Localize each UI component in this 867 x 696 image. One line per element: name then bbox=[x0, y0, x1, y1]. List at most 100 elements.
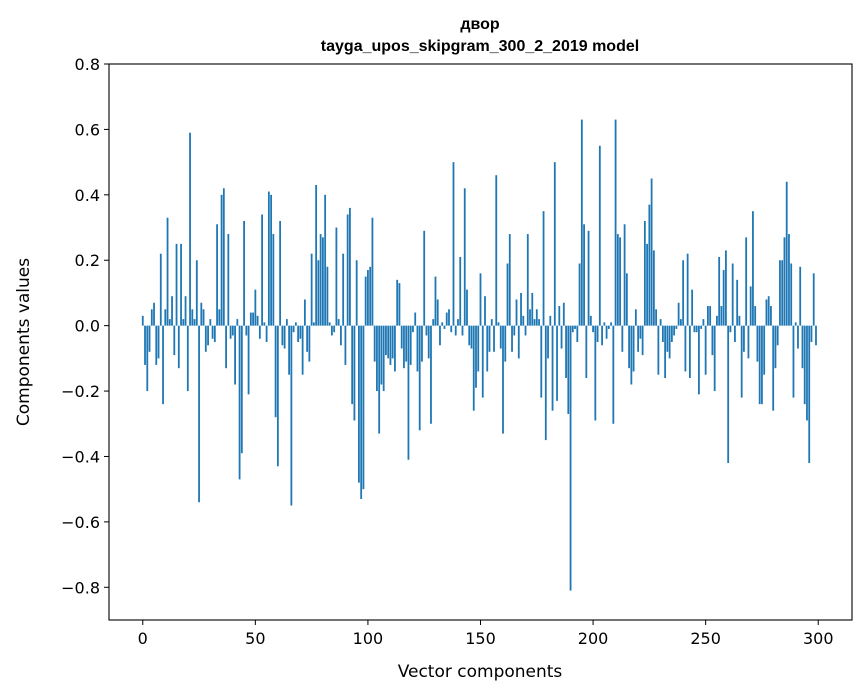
bar bbox=[421, 325, 423, 362]
bar bbox=[270, 194, 273, 326]
bar bbox=[707, 306, 709, 326]
bar bbox=[398, 283, 401, 326]
y-tick-label: 0.8 bbox=[75, 55, 100, 74]
bar bbox=[749, 286, 752, 326]
bar bbox=[225, 325, 227, 369]
bar bbox=[243, 220, 245, 326]
bar bbox=[758, 325, 761, 405]
bar bbox=[585, 325, 588, 378]
bar bbox=[432, 319, 435, 326]
bar bbox=[204, 325, 207, 352]
bar bbox=[450, 325, 453, 333]
bar bbox=[162, 325, 164, 405]
y-tick-label: 0.4 bbox=[75, 186, 100, 205]
bar bbox=[765, 299, 768, 326]
bar bbox=[321, 237, 324, 326]
bar bbox=[301, 325, 304, 375]
bar bbox=[387, 325, 390, 359]
bar bbox=[256, 315, 259, 326]
bar bbox=[141, 315, 144, 326]
bar bbox=[394, 325, 396, 372]
bar bbox=[427, 325, 430, 359]
bar bbox=[182, 319, 185, 326]
bar bbox=[245, 325, 248, 336]
bar bbox=[290, 325, 293, 506]
bar bbox=[261, 214, 263, 326]
bar bbox=[657, 325, 660, 375]
bar bbox=[648, 204, 651, 326]
bar bbox=[677, 302, 680, 326]
bar bbox=[520, 292, 522, 326]
bar bbox=[815, 325, 817, 346]
bar bbox=[785, 181, 788, 326]
bar bbox=[767, 296, 770, 326]
bar bbox=[254, 289, 257, 326]
y-tick-label: −0.4 bbox=[61, 447, 100, 466]
bar bbox=[184, 296, 187, 326]
bar bbox=[754, 306, 757, 326]
bar bbox=[265, 325, 268, 342]
bar bbox=[173, 325, 176, 356]
bar bbox=[517, 325, 520, 359]
bar bbox=[407, 325, 410, 460]
bar bbox=[236, 319, 239, 326]
bar bbox=[526, 234, 529, 326]
bar bbox=[288, 325, 291, 375]
bar bbox=[522, 315, 525, 326]
bar bbox=[218, 309, 221, 326]
bar bbox=[326, 266, 329, 326]
bar bbox=[625, 273, 628, 326]
plot-frame bbox=[108, 63, 853, 621]
bar bbox=[716, 315, 718, 326]
bar bbox=[479, 273, 482, 326]
bar bbox=[317, 260, 320, 326]
bar bbox=[695, 325, 698, 333]
bar bbox=[376, 325, 378, 392]
bar bbox=[490, 319, 493, 326]
bar bbox=[634, 309, 637, 326]
bar bbox=[571, 325, 574, 333]
bar bbox=[632, 325, 635, 372]
bar bbox=[430, 325, 432, 424]
bar bbox=[258, 325, 261, 339]
bar bbox=[493, 325, 495, 352]
bar bbox=[177, 325, 180, 369]
bar bbox=[412, 325, 414, 333]
bar bbox=[362, 325, 365, 490]
bar bbox=[531, 292, 534, 326]
bar bbox=[240, 325, 243, 454]
bar bbox=[207, 325, 209, 346]
bar bbox=[770, 306, 772, 326]
bar bbox=[328, 322, 331, 326]
bar bbox=[497, 322, 500, 326]
bar bbox=[643, 220, 646, 326]
bar bbox=[535, 309, 538, 326]
bar bbox=[747, 325, 750, 359]
bar bbox=[792, 325, 795, 398]
bar bbox=[234, 325, 236, 385]
y-axis-ticks: −0.8 −0.6 −0.4 −0.2 0.0 0.2 0.4 0.6 0.8 bbox=[61, 55, 109, 597]
bar bbox=[504, 325, 507, 362]
bar bbox=[150, 309, 153, 326]
bar bbox=[655, 309, 658, 326]
bar bbox=[538, 319, 540, 326]
bar bbox=[797, 325, 799, 349]
bar bbox=[511, 325, 513, 352]
bar bbox=[416, 325, 419, 372]
bar bbox=[220, 194, 223, 326]
bar bbox=[441, 322, 444, 326]
bar bbox=[556, 325, 558, 401]
bar bbox=[808, 325, 811, 464]
bar bbox=[630, 325, 633, 385]
bar bbox=[281, 325, 284, 346]
bar bbox=[166, 217, 169, 326]
bar bbox=[720, 306, 723, 326]
bar bbox=[414, 312, 417, 326]
bar bbox=[303, 299, 306, 326]
bar bbox=[661, 325, 664, 342]
bar bbox=[486, 325, 489, 372]
bar bbox=[779, 260, 781, 326]
bar bbox=[738, 315, 741, 326]
bar bbox=[355, 260, 358, 326]
bar bbox=[562, 302, 565, 326]
